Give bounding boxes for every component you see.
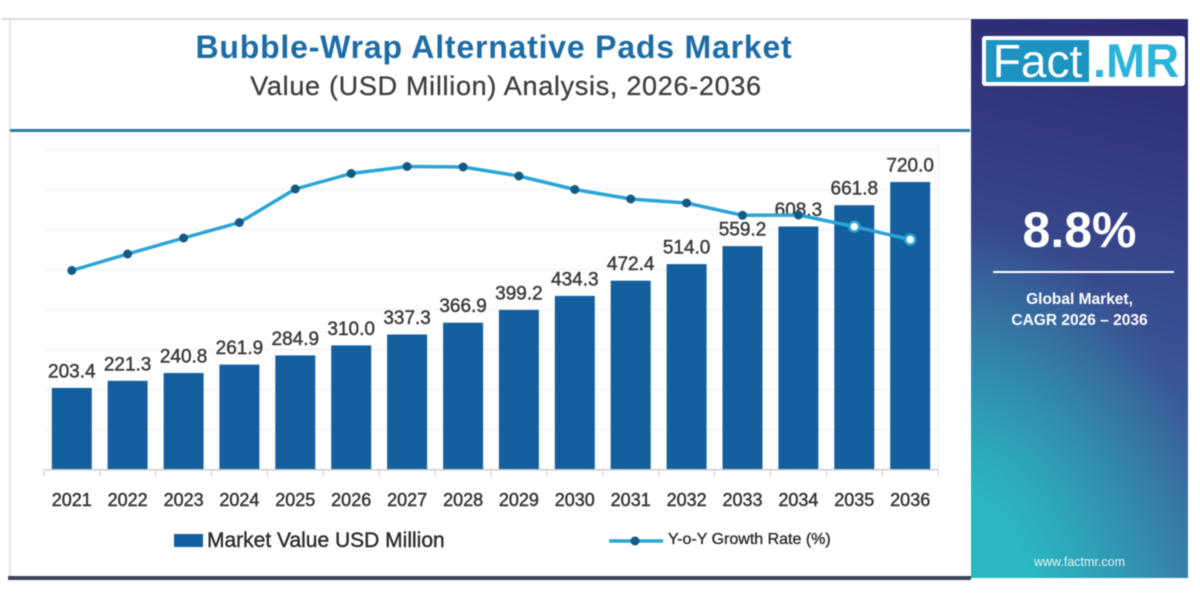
- svg-text:221.3: 221.3: [104, 354, 152, 375]
- svg-text:240.8: 240.8: [160, 347, 208, 368]
- svg-text:261.9: 261.9: [216, 338, 264, 359]
- svg-text:2036: 2036: [890, 490, 930, 510]
- svg-text:2021: 2021: [52, 490, 92, 510]
- svg-text:2025: 2025: [275, 490, 315, 510]
- svg-text:366.9: 366.9: [439, 296, 487, 317]
- svg-text:720.0: 720.0: [886, 156, 934, 177]
- svg-text:2028: 2028: [443, 490, 483, 510]
- svg-text:2027: 2027: [387, 490, 427, 510]
- svg-text:399.2: 399.2: [495, 283, 543, 304]
- svg-text:310.0: 310.0: [327, 319, 375, 340]
- svg-text:434.3: 434.3: [551, 269, 599, 290]
- svg-text:203.4: 203.4: [48, 361, 96, 382]
- svg-text:284.9: 284.9: [272, 329, 320, 350]
- svg-text:2026: 2026: [331, 490, 371, 510]
- svg-text:661.8: 661.8: [831, 179, 879, 200]
- svg-text:2034: 2034: [778, 490, 818, 510]
- svg-text:2031: 2031: [611, 490, 651, 510]
- svg-text:2033: 2033: [722, 490, 762, 510]
- svg-text:2030: 2030: [555, 490, 595, 510]
- svg-text:337.3: 337.3: [383, 308, 431, 329]
- svg-text:2035: 2035: [834, 490, 874, 510]
- svg-text:2029: 2029: [499, 490, 539, 510]
- svg-text:514.0: 514.0: [663, 238, 711, 259]
- svg-text:2032: 2032: [667, 490, 707, 510]
- svg-text:2023: 2023: [164, 490, 204, 510]
- svg-text:2024: 2024: [219, 490, 259, 510]
- svg-text:559.2: 559.2: [719, 220, 767, 241]
- svg-text:2022: 2022: [108, 490, 148, 510]
- svg-text:472.4: 472.4: [607, 254, 655, 275]
